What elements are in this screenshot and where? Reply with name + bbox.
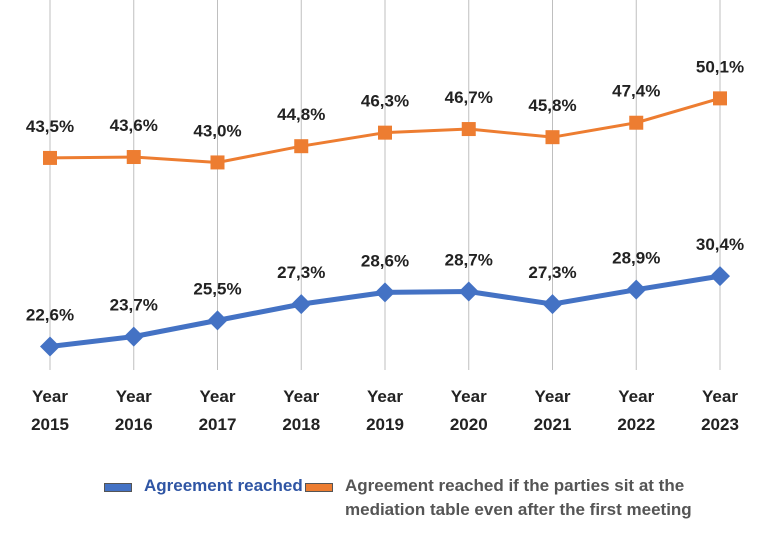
marker [40, 336, 60, 357]
x-tick-label: Year 2017 [199, 387, 237, 434]
data-label: 43,5% [26, 117, 74, 136]
legend-swatch [104, 483, 132, 492]
data-label: 46,3% [361, 92, 409, 111]
marker [123, 326, 144, 347]
data-label: 47,4% [612, 82, 660, 101]
marker [458, 281, 479, 302]
data-label: 28,7% [445, 250, 493, 269]
legend-item: Agreement reached if the parties sit at … [305, 474, 755, 522]
x-tick-label: Year 2019 [366, 387, 404, 434]
data-label: 25,5% [193, 279, 241, 298]
marker [291, 294, 312, 315]
marker [710, 266, 730, 287]
data-label: 28,6% [361, 251, 409, 270]
marker [542, 294, 563, 315]
chart: Year 2015 Year 2016 Year 2017 Year 2018 Year 2019… [26, 0, 744, 434]
marker [461, 122, 476, 137]
data-label: 23,7% [110, 296, 158, 315]
x-tick-label: Year 2023 [701, 387, 739, 434]
marker [126, 150, 141, 165]
data-label: 50,1% [696, 57, 744, 76]
marker [626, 279, 647, 300]
data-label: 46,7% [445, 88, 493, 107]
x-tick-label: Year 2015 [31, 387, 69, 434]
legend-label: Agreement reached if the parties sit at … [345, 476, 692, 519]
data-label: 43,0% [193, 121, 241, 140]
data-label: 44,8% [277, 105, 325, 124]
data-label: 43,6% [110, 116, 158, 135]
legend-item: Agreement reached [104, 474, 303, 498]
data-label: 27,3% [528, 263, 576, 282]
marker [375, 282, 395, 303]
x-tick-label: Year 2021 [534, 387, 572, 434]
data-label: 30,4% [696, 235, 744, 254]
data-label: 27,3% [277, 263, 325, 282]
data-label: 22,6% [26, 306, 74, 325]
marker [545, 130, 560, 145]
x-tick-label: Year 2016 [115, 387, 153, 434]
legend-swatch [305, 483, 333, 492]
x-tick-label: Year 2018 [282, 387, 320, 434]
x-tick-label: Year 2020 [450, 387, 488, 434]
data-label: 28,9% [612, 249, 660, 268]
data-label: 45,8% [528, 96, 576, 115]
marker [294, 139, 309, 154]
marker [210, 155, 225, 170]
marker [207, 310, 228, 331]
marker [43, 150, 57, 165]
x-tick-label: Year 2022 [617, 387, 655, 434]
legend-label: Agreement reached [144, 476, 303, 495]
marker [713, 91, 727, 106]
marker [629, 115, 644, 130]
marker [378, 125, 392, 140]
